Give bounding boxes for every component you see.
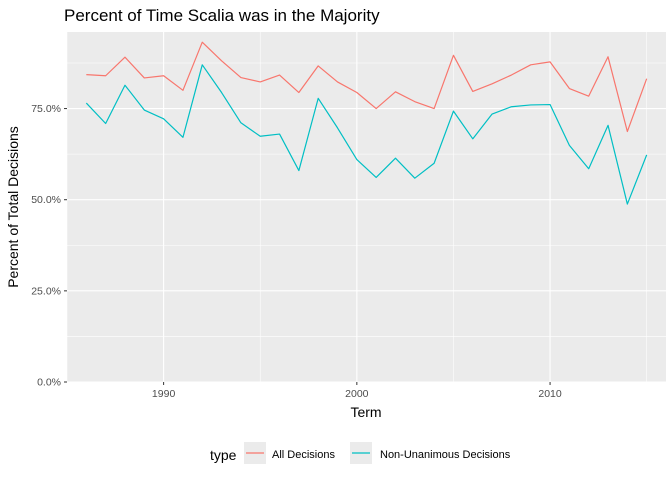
y-tick-label: 75.0%	[31, 103, 61, 115]
series-line-all-decisions	[86, 41, 648, 133]
y-tick-label: 50.0%	[31, 194, 61, 206]
x-axis-title: Term	[350, 404, 381, 420]
x-tick-label: 2010	[538, 388, 562, 400]
minor-gridlines	[66, 32, 666, 382]
x-tick-label: 2000	[345, 388, 369, 400]
x-axis-ticks: 1990 2000 2010	[152, 382, 562, 400]
major-gridlines	[67, 32, 666, 383]
y-axis-ticks: 0.0% 25.0% 50.0% 75.0%	[31, 103, 67, 389]
legend-title: type	[210, 447, 237, 463]
legend-label-all-decisions: All Decisions	[272, 449, 335, 461]
chart-title: Percent of Time Scalia was in the Majori…	[64, 6, 380, 25]
y-tick-label: 25.0%	[31, 285, 61, 297]
series-line-non-unanimous-decisions	[85, 64, 648, 205]
plot-panel	[67, 32, 666, 382]
legend-label-non-unanimous-decisions: Non-Unanimous Decisions	[380, 449, 511, 461]
x-tick-label: 1990	[152, 388, 176, 400]
series-lines	[85, 41, 648, 205]
y-axis-title: Percent of Total Decisions	[5, 126, 21, 288]
y-tick-label: 0.0%	[37, 377, 61, 389]
legend: type All Decisions Non-Unanimous Decisio…	[210, 442, 511, 464]
